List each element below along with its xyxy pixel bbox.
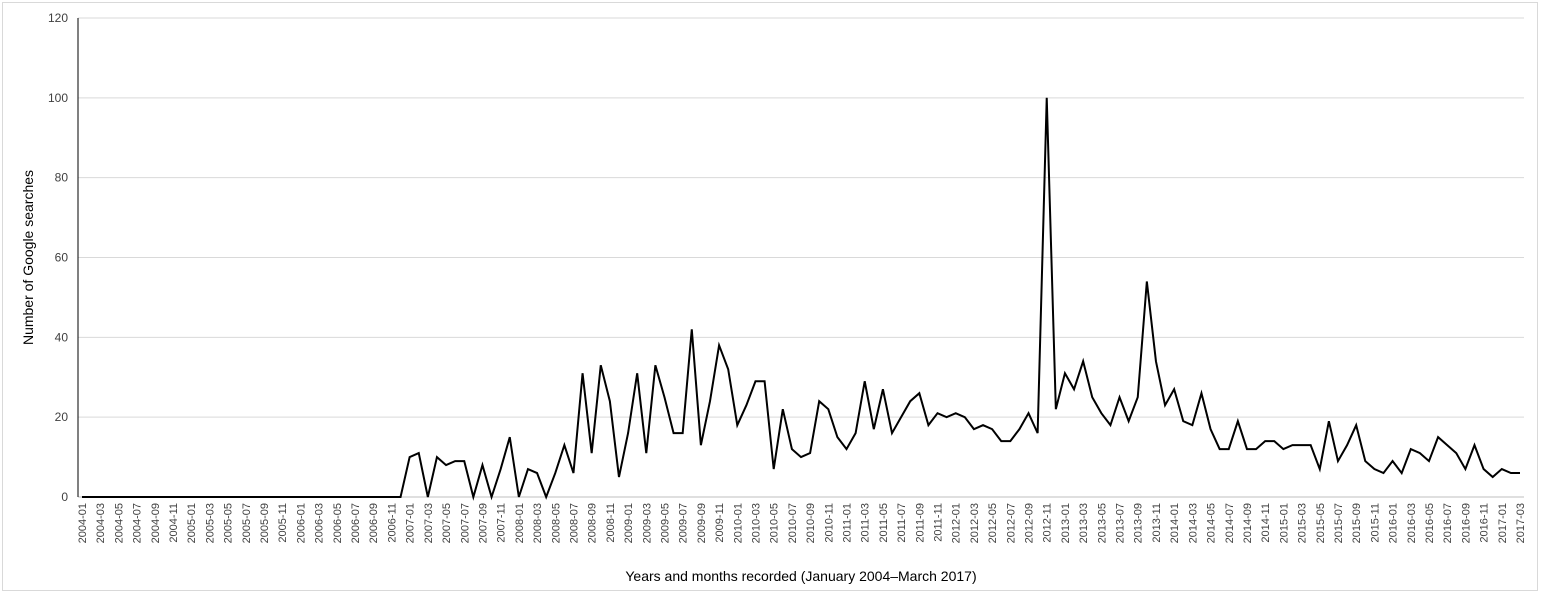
x-tick-label-2016-05: 2016-05 xyxy=(1424,503,1436,543)
x-tick-label-2010-11: 2010-11 xyxy=(823,503,835,543)
x-tick-label-2010-05: 2010-05 xyxy=(769,503,781,543)
x-tick-label-2006-03: 2006-03 xyxy=(314,503,326,543)
y-tick-label-60: 60 xyxy=(55,251,69,265)
x-tick-label-2012-11: 2012-11 xyxy=(1042,503,1054,543)
x-tick-label-2009-01: 2009-01 xyxy=(623,503,635,543)
x-tick-label-2014-07: 2014-07 xyxy=(1224,503,1236,543)
y-tick-label-0: 0 xyxy=(61,490,68,504)
x-tick-label-2010-09: 2010-09 xyxy=(805,503,817,543)
series-group xyxy=(82,97,1520,501)
y-axis-title: Number of Google searches xyxy=(20,170,36,345)
data-points xyxy=(82,98,1520,497)
x-tick-label-2010-01: 2010-01 xyxy=(732,503,744,543)
x-tick-label-2006-09: 2006-09 xyxy=(368,503,380,543)
x-tick-label-2004-01: 2004-01 xyxy=(77,503,89,543)
x-tick-label-2016-11: 2016-11 xyxy=(1479,503,1491,543)
x-tick-label-2015-09: 2015-09 xyxy=(1351,503,1363,543)
x-tick-label-2012-07: 2012-07 xyxy=(1005,503,1017,543)
x-tick-label-2015-07: 2015-07 xyxy=(1333,503,1345,543)
x-tick-label-2008-01: 2008-01 xyxy=(514,503,526,543)
x-tick-label-2006-01: 2006-01 xyxy=(295,503,307,543)
x-tick-label-2015-05: 2015-05 xyxy=(1315,503,1327,543)
x-tick-label-2016-03: 2016-03 xyxy=(1406,503,1418,543)
x-tick-label-2011-01: 2011-01 xyxy=(842,503,854,543)
x-tick-label-2011-11: 2011-11 xyxy=(933,503,945,542)
x-tick-label-2008-05: 2008-05 xyxy=(550,503,562,543)
x-tick-label-2011-03: 2011-03 xyxy=(860,503,872,543)
x-tick-label-2007-11: 2007-11 xyxy=(496,503,508,543)
x-tick-label-2008-11: 2008-11 xyxy=(605,503,617,543)
x-tick-label-2017-03: 2017-03 xyxy=(1515,503,1527,543)
x-tick-label-2014-01: 2014-01 xyxy=(1169,503,1181,543)
x-tick-label-2004-03: 2004-03 xyxy=(95,503,107,543)
x-tick-label-2014-11: 2014-11 xyxy=(1260,503,1272,543)
x-tick-label-2012-01: 2012-01 xyxy=(951,503,963,543)
x-tick-label-2016-09: 2016-09 xyxy=(1460,503,1472,543)
x-tick-label-2015-03: 2015-03 xyxy=(1297,503,1309,543)
x-tick-label-2005-09: 2005-09 xyxy=(259,503,271,543)
x-tick-label-2005-11: 2005-11 xyxy=(277,503,289,543)
x-tick-label-2009-09: 2009-09 xyxy=(696,503,708,543)
y-tick-label-40: 40 xyxy=(55,330,69,344)
x-tick-label-2014-05: 2014-05 xyxy=(1206,503,1218,543)
x-tick-label-2015-11: 2015-11 xyxy=(1369,503,1381,543)
x-tick-label-2004-05: 2004-05 xyxy=(113,503,125,543)
x-axis-title: Years and months recorded (January 2004–… xyxy=(625,568,976,584)
x-tick-label-2007-03: 2007-03 xyxy=(423,503,435,543)
x-tick-label-2009-07: 2009-07 xyxy=(678,503,690,543)
x-tick-label-2013-07: 2013-07 xyxy=(1115,503,1127,543)
x-tick-label-2007-09: 2007-09 xyxy=(477,503,489,543)
x-tick-label-2012-05: 2012-05 xyxy=(987,503,999,543)
y-tick-labels: 0 20 40 60 80 100 120 xyxy=(48,11,68,504)
x-tick-label-2004-07: 2004-07 xyxy=(132,503,144,543)
x-tick-label-2010-07: 2010-07 xyxy=(787,503,799,543)
x-tick-label-2008-09: 2008-09 xyxy=(587,503,599,543)
x-tick-label-2016-07: 2016-07 xyxy=(1442,503,1454,543)
y-tick-label-100: 100 xyxy=(48,91,68,105)
x-tick-label-2006-05: 2006-05 xyxy=(332,503,344,543)
y-tick-label-120: 120 xyxy=(48,11,68,25)
x-tick-label-2008-03: 2008-03 xyxy=(532,503,544,543)
x-tick-label-2005-07: 2005-07 xyxy=(241,503,253,543)
x-tick-label-2007-07: 2007-07 xyxy=(459,503,471,543)
x-tick-label-2006-11: 2006-11 xyxy=(386,503,398,543)
x-tick-label-2017-01: 2017-01 xyxy=(1497,503,1509,543)
x-tick-label-2010-03: 2010-03 xyxy=(750,503,762,543)
x-tick-label-2005-05: 2005-05 xyxy=(223,503,235,543)
x-tick-label-2012-03: 2012-03 xyxy=(969,503,981,543)
x-tick-label-2009-03: 2009-03 xyxy=(641,503,653,543)
x-tick-label-2004-09: 2004-09 xyxy=(150,503,162,543)
x-tick-label-2009-11: 2009-11 xyxy=(714,503,726,543)
gridlines xyxy=(78,17,1524,418)
x-tick-label-2013-11: 2013-11 xyxy=(1151,503,1163,543)
x-tick-labels: 2004-01 2004-03 2004-05 2004-07 2004-09 2004-… xyxy=(77,503,1527,543)
x-tick-label-2011-07: 2011-07 xyxy=(896,503,908,543)
x-tick-label-2011-05: 2011-05 xyxy=(878,503,890,543)
x-tick-label-2012-09: 2012-09 xyxy=(1024,503,1036,543)
x-tick-label-2013-03: 2013-03 xyxy=(1078,503,1090,543)
x-tick-label-2007-01: 2007-01 xyxy=(405,503,417,543)
x-tick-label-2013-01: 2013-01 xyxy=(1060,503,1072,543)
x-tick-label-2013-05: 2013-05 xyxy=(1096,503,1108,543)
x-tick-label-2006-07: 2006-07 xyxy=(350,503,362,543)
x-tick-label-2005-03: 2005-03 xyxy=(204,503,216,543)
x-tick-label-2005-01: 2005-01 xyxy=(186,503,198,543)
x-tick-label-2007-05: 2007-05 xyxy=(441,503,453,543)
x-tick-label-2009-05: 2009-05 xyxy=(659,503,671,543)
x-tick-label-2014-09: 2014-09 xyxy=(1242,503,1254,543)
x-tick-label-2015-01: 2015-01 xyxy=(1278,503,1290,543)
x-tick-label-2013-09: 2013-09 xyxy=(1133,503,1145,543)
y-tick-label-80: 80 xyxy=(55,171,69,185)
x-tick-label-2008-07: 2008-07 xyxy=(568,503,580,543)
series-line xyxy=(82,97,1520,501)
y-tick-label-20: 20 xyxy=(55,410,69,424)
x-tick-label-2016-01: 2016-01 xyxy=(1388,503,1400,543)
x-tick-label-2014-03: 2014-03 xyxy=(1187,503,1199,543)
x-tick-label-2004-11: 2004-11 xyxy=(168,503,180,543)
x-tick-label-2011-09: 2011-09 xyxy=(914,503,926,543)
